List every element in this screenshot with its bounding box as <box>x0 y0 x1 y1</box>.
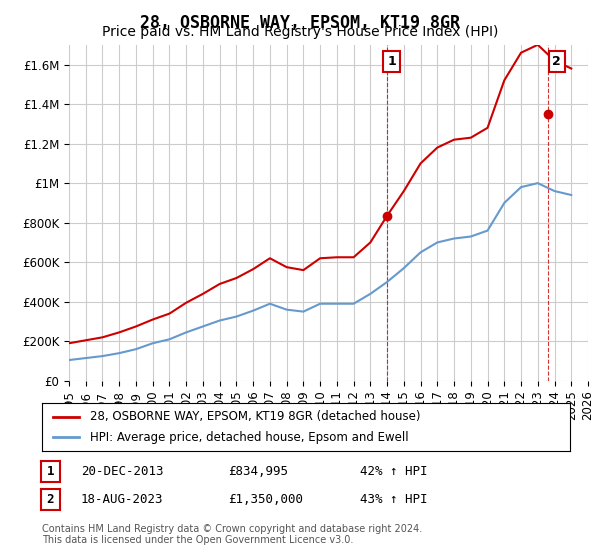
Text: Price paid vs. HM Land Registry's House Price Index (HPI): Price paid vs. HM Land Registry's House … <box>102 25 498 39</box>
Text: £1,350,000: £1,350,000 <box>228 493 303 506</box>
Text: 1: 1 <box>47 465 54 478</box>
Text: 2: 2 <box>47 493 54 506</box>
Text: 18-AUG-2023: 18-AUG-2023 <box>81 493 163 506</box>
Text: £834,995: £834,995 <box>228 465 288 478</box>
Text: 43% ↑ HPI: 43% ↑ HPI <box>360 493 427 506</box>
Text: 28, OSBORNE WAY, EPSOM, KT19 8GR (detached house): 28, OSBORNE WAY, EPSOM, KT19 8GR (detach… <box>89 410 420 423</box>
Text: 20-DEC-2013: 20-DEC-2013 <box>81 465 163 478</box>
Text: 42% ↑ HPI: 42% ↑ HPI <box>360 465 427 478</box>
Text: 2: 2 <box>553 55 561 68</box>
Text: Contains HM Land Registry data © Crown copyright and database right 2024.
This d: Contains HM Land Registry data © Crown c… <box>42 524 422 545</box>
Text: 28, OSBORNE WAY, EPSOM, KT19 8GR: 28, OSBORNE WAY, EPSOM, KT19 8GR <box>140 14 460 32</box>
Text: 1: 1 <box>387 55 396 68</box>
Text: HPI: Average price, detached house, Epsom and Ewell: HPI: Average price, detached house, Epso… <box>89 431 408 444</box>
